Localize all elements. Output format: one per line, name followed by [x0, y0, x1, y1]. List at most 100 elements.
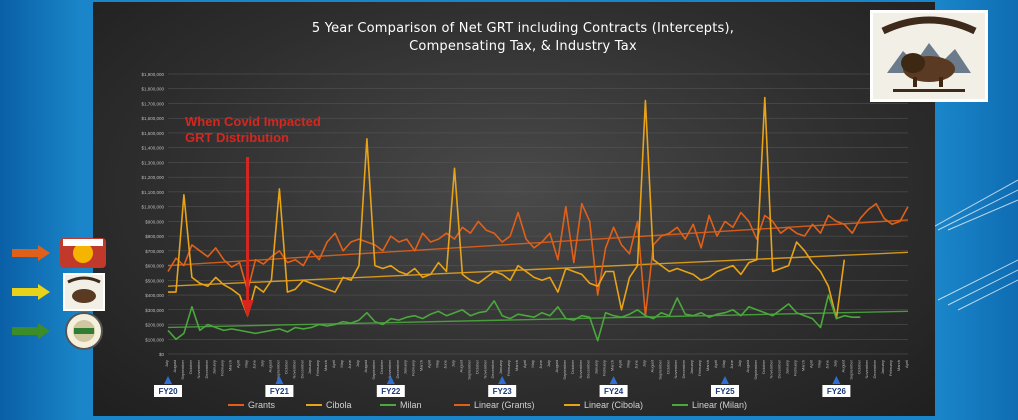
x-tick-label: April	[904, 360, 909, 368]
x-tick-label: August	[267, 359, 272, 372]
x-tick-label: October	[665, 359, 670, 374]
fiscal-year-label: FY20	[158, 387, 178, 396]
cibola-logo-icon	[63, 273, 105, 311]
x-tick-label: August	[172, 359, 177, 372]
x-tick-label: October	[379, 359, 384, 374]
x-tick-label: May	[435, 360, 440, 368]
x-tick-label: April	[809, 360, 814, 368]
x-tick-label: July	[450, 360, 455, 367]
x-tick-label: February	[220, 360, 225, 376]
x-tick-label: May	[721, 360, 726, 368]
x-tick-label: September	[848, 359, 853, 379]
x-tick-label: January	[594, 360, 599, 374]
fiscal-year-marker-icon	[832, 376, 841, 384]
covid-arrow-icon	[241, 300, 254, 318]
y-tick-label: $1,000,000	[141, 205, 164, 210]
y-tick-label: $100,000	[145, 337, 164, 342]
x-tick-label: May	[816, 360, 821, 368]
fiscal-year-marker-icon	[609, 376, 618, 384]
x-tick-label: February	[506, 360, 511, 376]
fiscal-year-label-box	[376, 385, 405, 397]
x-tick-label: March	[419, 360, 424, 371]
x-tick-label: July	[832, 360, 837, 367]
x-tick-label: June	[442, 359, 447, 368]
x-tick-label: November	[482, 359, 487, 378]
x-tick-label: October	[474, 359, 479, 374]
y-tick-label: $1,900,000	[141, 72, 164, 77]
x-tick-label: May	[530, 360, 535, 368]
y-tick-label: $500,000	[145, 278, 164, 283]
legend-label: Cibola	[326, 400, 352, 410]
x-tick-label: November	[196, 359, 201, 378]
fiscal-year-marker-icon	[386, 376, 395, 384]
fiscal-year-marker-icon	[164, 376, 172, 384]
y-tick-label: $300,000	[145, 308, 164, 313]
y-tick-label: $700,000	[145, 249, 164, 254]
x-tick-label: August	[363, 359, 368, 372]
x-tick-label: December	[586, 359, 591, 378]
x-tick-label: July	[546, 360, 551, 367]
x-tick-label: July	[355, 360, 360, 367]
x-tick-label: October	[856, 359, 861, 374]
fiscal-year-label: FY24	[604, 387, 624, 396]
x-tick-label: December	[299, 359, 304, 378]
fiscal-year-label: FY23	[493, 387, 513, 396]
fiscal-year-label-box	[488, 385, 517, 397]
x-tick-label: February	[793, 360, 798, 376]
x-tick-label: February	[411, 360, 416, 376]
x-tick-label: January	[212, 360, 217, 374]
x-tick-label: April	[522, 360, 527, 368]
yellow-arrow-icon	[12, 284, 50, 300]
x-tick-label: April	[331, 360, 336, 368]
x-tick-label: July	[259, 360, 264, 367]
fiscal-year-label-box	[822, 385, 851, 397]
x-tick-label: September	[466, 359, 471, 379]
x-tick-label: September	[753, 359, 758, 379]
x-tick-label: February	[602, 360, 607, 376]
x-tick-label: April	[427, 360, 432, 368]
x-tick-label: May	[244, 360, 249, 368]
series-line-grants	[167, 202, 909, 317]
x-tick-label: November	[291, 359, 296, 378]
y-tick-label: $1,600,000	[141, 116, 164, 121]
x-tick-label: October	[283, 359, 288, 374]
chart-title: 5 Year Comparison of Net GRT including C…	[311, 21, 735, 54]
x-tick-label: November	[769, 359, 774, 378]
x-tick-label: December	[777, 359, 782, 378]
x-tick-label: March	[610, 360, 615, 371]
x-tick-label: April	[618, 360, 623, 368]
fiscal-year-marker-icon	[275, 376, 284, 384]
x-tick-label: June	[824, 359, 829, 368]
x-tick-label: March	[514, 360, 519, 371]
green-arrow-icon	[12, 323, 50, 339]
x-tick-label: April	[713, 360, 718, 368]
legend-label: Linear (Cibola)	[584, 400, 643, 410]
municipality-icon-key	[12, 238, 106, 350]
x-tick-label: October	[570, 359, 575, 374]
x-tick-label: August	[554, 359, 559, 372]
x-tick-label: February	[315, 360, 320, 376]
x-tick-label: November	[578, 359, 583, 378]
orange-arrow-icon	[12, 245, 50, 261]
x-tick-label: December	[395, 359, 400, 378]
x-tick-label: July	[164, 360, 169, 367]
series-line-milan	[167, 294, 861, 342]
y-tick-label: $1,400,000	[141, 146, 164, 151]
x-tick-label: November	[387, 359, 392, 378]
x-tick-label: September	[371, 359, 376, 379]
x-tick-label: December	[490, 359, 495, 378]
y-tick-label: $900,000	[145, 219, 164, 224]
y-tick-label: $1,500,000	[141, 131, 164, 136]
fiscal-year-label: FY21	[270, 387, 290, 396]
x-tick-label: January	[403, 360, 408, 374]
decorative-lines	[928, 179, 1018, 311]
x-tick-label: September	[562, 359, 567, 379]
x-tick-label: June	[347, 359, 352, 368]
x-tick-label: November	[864, 359, 869, 378]
y-tick-label: $1,700,000	[141, 101, 164, 106]
fiscal-year-label-box	[154, 385, 182, 397]
x-tick-label: October	[188, 359, 193, 374]
x-tick-label: February	[697, 360, 702, 376]
x-tick-label: August	[458, 359, 463, 372]
